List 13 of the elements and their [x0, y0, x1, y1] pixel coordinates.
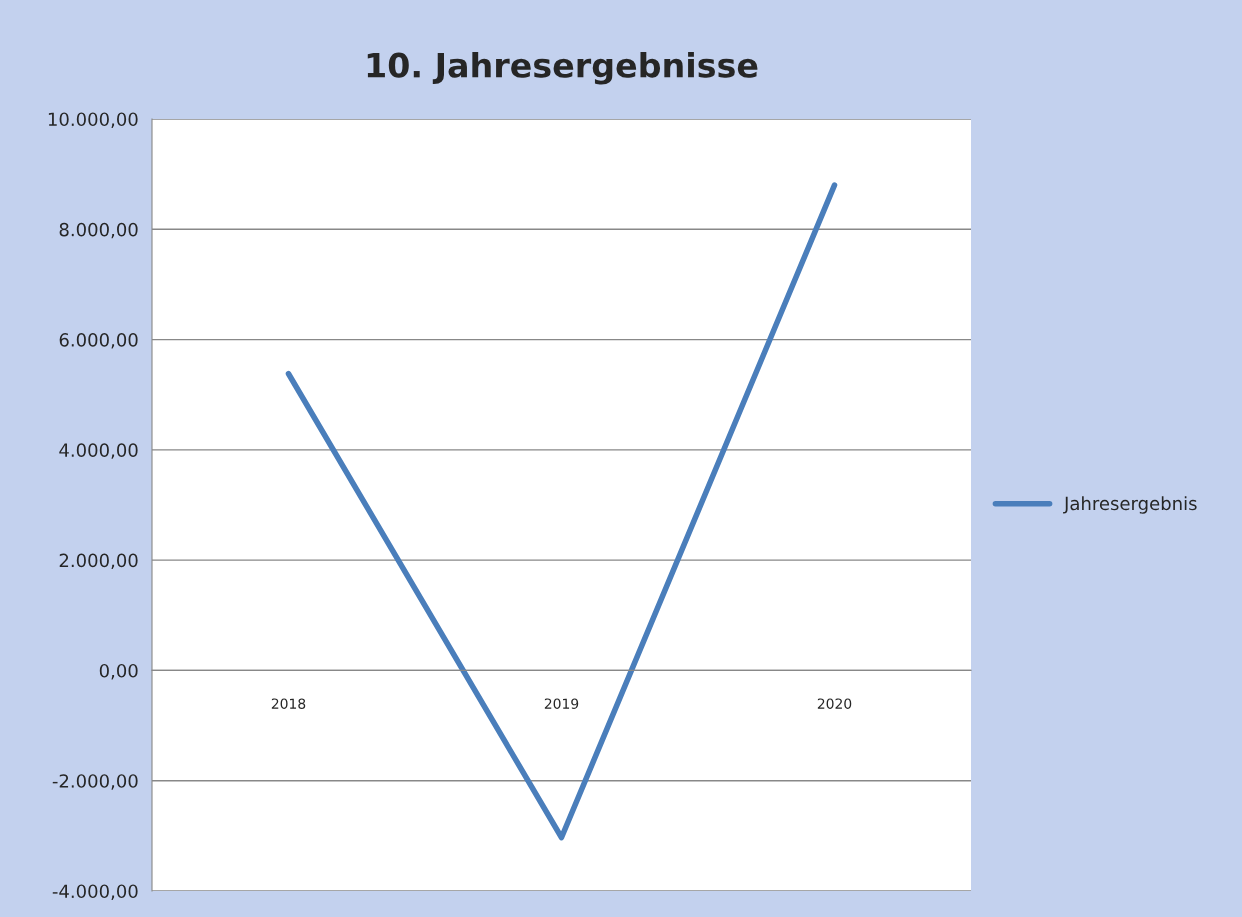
- x-tick-label: 2019: [544, 698, 579, 709]
- y-tick-label: 10.000,00: [48, 112, 138, 128]
- y-tick-label: -2.000,00: [52, 774, 138, 790]
- y-tick-label: 8.000,00: [59, 222, 138, 239]
- x-tick-label: 2018: [271, 698, 306, 709]
- y-tick-label: 4.000,00: [59, 443, 138, 459]
- legend-label: Jahresergebnis: [1063, 496, 1197, 514]
- y-tick-label: -4.000,00: [52, 884, 138, 900]
- y-tick-label: 2.000,00: [59, 553, 138, 570]
- y-tick-label: 0,00: [99, 663, 138, 680]
- y-tick-label: 6.000,00: [59, 333, 138, 349]
- chart-title: 10. Jahresergebnisse: [367, 52, 758, 85]
- x-tick-label: 2020: [817, 698, 852, 709]
